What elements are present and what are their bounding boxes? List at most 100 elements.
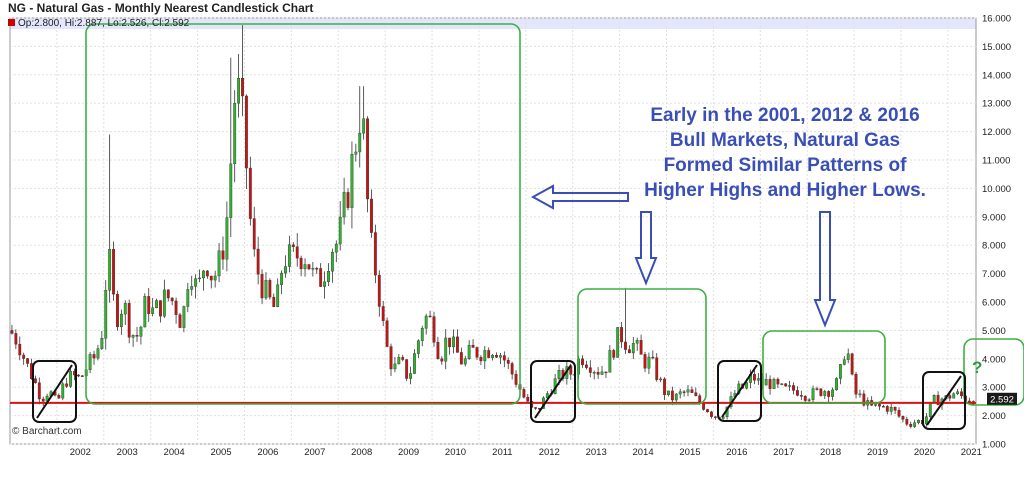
candle-body <box>147 296 151 314</box>
candle-body <box>659 378 663 381</box>
x-tick-label: 2020 <box>914 447 935 458</box>
candle-body <box>319 268 323 287</box>
candle-body <box>428 315 432 318</box>
candle-body <box>291 244 295 247</box>
candle-body <box>233 103 237 165</box>
candle-body <box>510 363 514 375</box>
candle-body <box>756 378 760 381</box>
y-tick-label: 1.000 <box>982 440 1006 451</box>
candle-body <box>745 382 749 389</box>
candle-body <box>241 77 244 97</box>
candle-body <box>41 398 45 402</box>
candle-body <box>190 286 194 290</box>
candle-body <box>647 356 651 369</box>
x-tick-label: 2005 <box>210 447 231 458</box>
candle-body <box>850 353 854 375</box>
black-box-2020 <box>922 371 966 430</box>
candle-body <box>346 192 350 208</box>
candle-body <box>112 248 115 295</box>
candle-body <box>135 335 139 337</box>
grid <box>9 17 977 445</box>
candle-body <box>827 391 831 397</box>
green-box-2003-2012 <box>85 23 521 405</box>
last-price-label: 2.592 <box>990 394 1014 405</box>
candle-body <box>471 344 475 348</box>
candle-body <box>123 303 127 315</box>
candle-body <box>413 353 416 374</box>
candle-body <box>702 402 706 410</box>
candle-body <box>670 390 674 401</box>
candle-body <box>409 373 412 379</box>
candle-body <box>956 391 960 394</box>
candle-body <box>69 371 72 387</box>
candle-body <box>803 396 807 401</box>
x-tick-label: 2009 <box>398 447 419 458</box>
candle-body <box>26 358 29 364</box>
x-tick-label: 2002 <box>70 447 91 458</box>
candle-body <box>811 388 815 400</box>
candle-body <box>287 244 291 267</box>
candle-body <box>534 407 538 409</box>
black-box-2012 <box>530 360 576 423</box>
candle-body <box>198 277 201 280</box>
candle-body <box>76 374 80 377</box>
candle-body <box>467 344 471 359</box>
candle-body <box>280 272 284 285</box>
candle-body <box>202 270 205 279</box>
candle-body <box>878 404 881 407</box>
candle-body <box>452 336 455 348</box>
candle-body <box>260 274 264 299</box>
green-box-2017-2019 <box>762 330 886 404</box>
candle-body <box>256 248 260 275</box>
candle-body <box>635 340 639 344</box>
candle-body <box>151 307 155 314</box>
candle-body <box>905 419 909 425</box>
candle-body <box>909 424 913 427</box>
candle-body <box>581 358 584 366</box>
candle-body <box>796 390 799 396</box>
candle-body <box>924 416 928 425</box>
y-tick-label: 13.000 <box>982 99 1011 110</box>
candle-body <box>119 313 123 328</box>
black-box-2012-diagonal <box>534 364 572 419</box>
candle-body <box>104 290 108 339</box>
barchart-credit: © Barchart.com <box>12 426 82 437</box>
x-tick-label: 2021 <box>961 447 982 458</box>
candle-body <box>545 393 549 399</box>
candle-body <box>18 344 22 356</box>
candle-body <box>772 378 776 389</box>
candle-body <box>381 306 385 321</box>
black-box-2016 <box>717 360 762 422</box>
candle-body <box>237 77 241 104</box>
x-tick-label: 2015 <box>679 447 700 458</box>
candle-body <box>854 373 858 395</box>
candle-body <box>178 314 182 328</box>
candle-body <box>768 379 772 389</box>
candle-body <box>764 379 768 386</box>
candle-body <box>495 355 498 358</box>
candle-body <box>655 357 659 380</box>
candle-body <box>631 343 635 354</box>
last-price-box <box>987 392 1017 405</box>
annotation-line-1: Early in the 2001, 2012 & 2016 <box>650 105 920 126</box>
plot-frame <box>9 17 977 445</box>
candle-body <box>624 341 627 350</box>
candle-body <box>526 397 530 402</box>
ohlc-readout: Op:2.800, Hi:2.887, Lo:2.526, Cl:2.592 <box>8 18 189 29</box>
candle-body <box>65 383 69 387</box>
candle-body <box>584 364 588 368</box>
x-tick-label: 2003 <box>117 447 138 458</box>
candle-body <box>479 357 483 362</box>
candle-body <box>338 216 342 245</box>
candle-body <box>686 389 690 393</box>
candle-body <box>612 350 616 358</box>
candle-body <box>276 284 280 307</box>
candle-body <box>108 248 112 291</box>
candle-body <box>792 385 795 391</box>
annotation-text: Early in the 2001, 2012 & 2016 Bull Mark… <box>598 103 972 203</box>
candle-body <box>174 300 178 315</box>
candle-body <box>362 118 366 134</box>
candle-body <box>205 270 209 277</box>
candle-body <box>186 289 190 307</box>
